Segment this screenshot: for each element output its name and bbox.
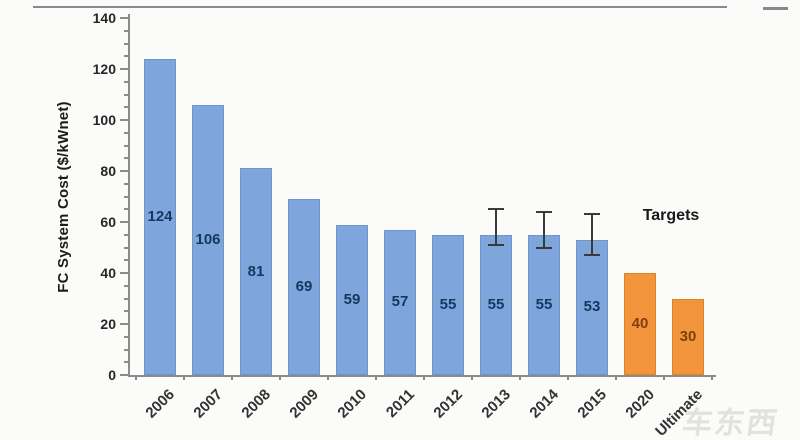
y-major-tick — [120, 17, 128, 19]
x-axis-tick — [519, 375, 521, 380]
y-minor-tick — [124, 80, 128, 83]
y-tick-label: 0 — [108, 367, 116, 383]
bar-value-label: 69 — [295, 278, 313, 296]
y-minor-tick — [124, 131, 128, 134]
y-minor-tick — [124, 106, 128, 109]
y-minor-tick — [124, 42, 128, 45]
y-tick-label: 20 — [100, 316, 116, 332]
y-axis-title: FC System Cost ($/kWnet) — [55, 101, 72, 293]
y-minor-tick — [124, 195, 128, 198]
y-minor-tick — [124, 233, 128, 236]
y-tick-label: 120 — [92, 61, 116, 77]
top-border-line — [33, 6, 727, 8]
error-bar-cap-bottom — [488, 243, 504, 246]
x-axis-tick — [471, 375, 473, 380]
top-border-dash — [763, 7, 788, 10]
y-minor-tick — [124, 29, 128, 32]
bar-value-label: 106 — [195, 230, 221, 248]
bar-2010 — [336, 224, 368, 375]
y-minor-tick — [124, 297, 128, 300]
bar-value-label: 55 — [487, 295, 505, 313]
bar-2009 — [288, 199, 320, 375]
x-axis-line — [128, 375, 716, 377]
x-axis-tick — [183, 375, 185, 380]
targets-annotation: Targets — [642, 207, 700, 224]
x-axis-tick — [423, 375, 425, 380]
bar-value-label: 55 — [439, 295, 457, 313]
x-axis-tick — [615, 375, 617, 380]
y-minor-tick — [124, 93, 128, 96]
y-tick-label: 60 — [100, 214, 116, 230]
error-bar-cap-bottom — [584, 254, 600, 257]
error-bar-cap-bottom — [536, 246, 552, 249]
error-bar-cap-top — [536, 210, 552, 213]
bar-value-label: 124 — [147, 207, 173, 225]
y-minor-tick — [124, 310, 128, 313]
y-major-tick — [120, 170, 128, 172]
bar-2014 — [528, 234, 560, 375]
bar-2015 — [576, 239, 608, 375]
bar-2006 — [144, 58, 176, 375]
x-axis-tick — [711, 375, 713, 380]
bar-2012 — [432, 234, 464, 375]
x-axis-tick — [279, 375, 281, 380]
bar-2011 — [384, 229, 416, 375]
bar-value-label: 81 — [247, 262, 265, 280]
x-axis-tick — [231, 375, 233, 380]
x-axis-tick — [135, 375, 137, 380]
y-minor-tick — [124, 246, 128, 249]
y-minor-tick — [124, 157, 128, 160]
bar-2008 — [240, 168, 272, 375]
y-minor-tick — [124, 144, 128, 147]
bar-value-label: 55 — [535, 295, 553, 313]
y-minor-tick — [124, 55, 128, 58]
bar-2020 — [624, 273, 656, 375]
x-axis-tick — [663, 375, 665, 380]
watermark: 车东西 — [680, 407, 781, 440]
y-major-tick — [120, 323, 128, 325]
y-major-tick — [120, 374, 128, 376]
error-bar-line — [543, 211, 545, 248]
bar-value-label: 40 — [631, 315, 649, 332]
bar-value-label: 30 — [679, 327, 697, 345]
y-major-tick — [120, 272, 128, 274]
bar-value-label: 57 — [391, 293, 409, 311]
y-minor-tick — [124, 335, 128, 338]
y-minor-tick — [124, 284, 128, 287]
x-axis-tick — [567, 375, 569, 380]
bar-2013 — [480, 234, 512, 375]
error-bar-line — [591, 214, 593, 256]
y-major-tick — [120, 68, 128, 70]
error-bar-cap-top — [488, 208, 504, 211]
y-major-tick — [120, 221, 128, 223]
y-minor-tick — [124, 361, 128, 364]
y-major-tick — [120, 119, 128, 121]
error-bar-cap-top — [584, 213, 600, 216]
bar-value-label: 59 — [343, 290, 361, 308]
y-tick-label: 140 — [92, 10, 116, 26]
y-tick-label: 100 — [92, 112, 116, 128]
y-tick-label: 80 — [100, 163, 116, 179]
error-bar-line — [495, 209, 497, 245]
y-minor-tick — [124, 208, 128, 211]
x-axis-tick — [327, 375, 329, 380]
bar-Ultimate — [672, 298, 704, 375]
y-minor-tick — [124, 259, 128, 262]
y-minor-tick — [124, 348, 128, 351]
y-axis-line — [128, 14, 130, 377]
x-axis-tick — [375, 375, 377, 380]
y-minor-tick — [124, 182, 128, 185]
bar-2007 — [192, 104, 224, 375]
y-tick-label: 40 — [100, 265, 116, 281]
bar-value-label: 53 — [583, 298, 601, 316]
